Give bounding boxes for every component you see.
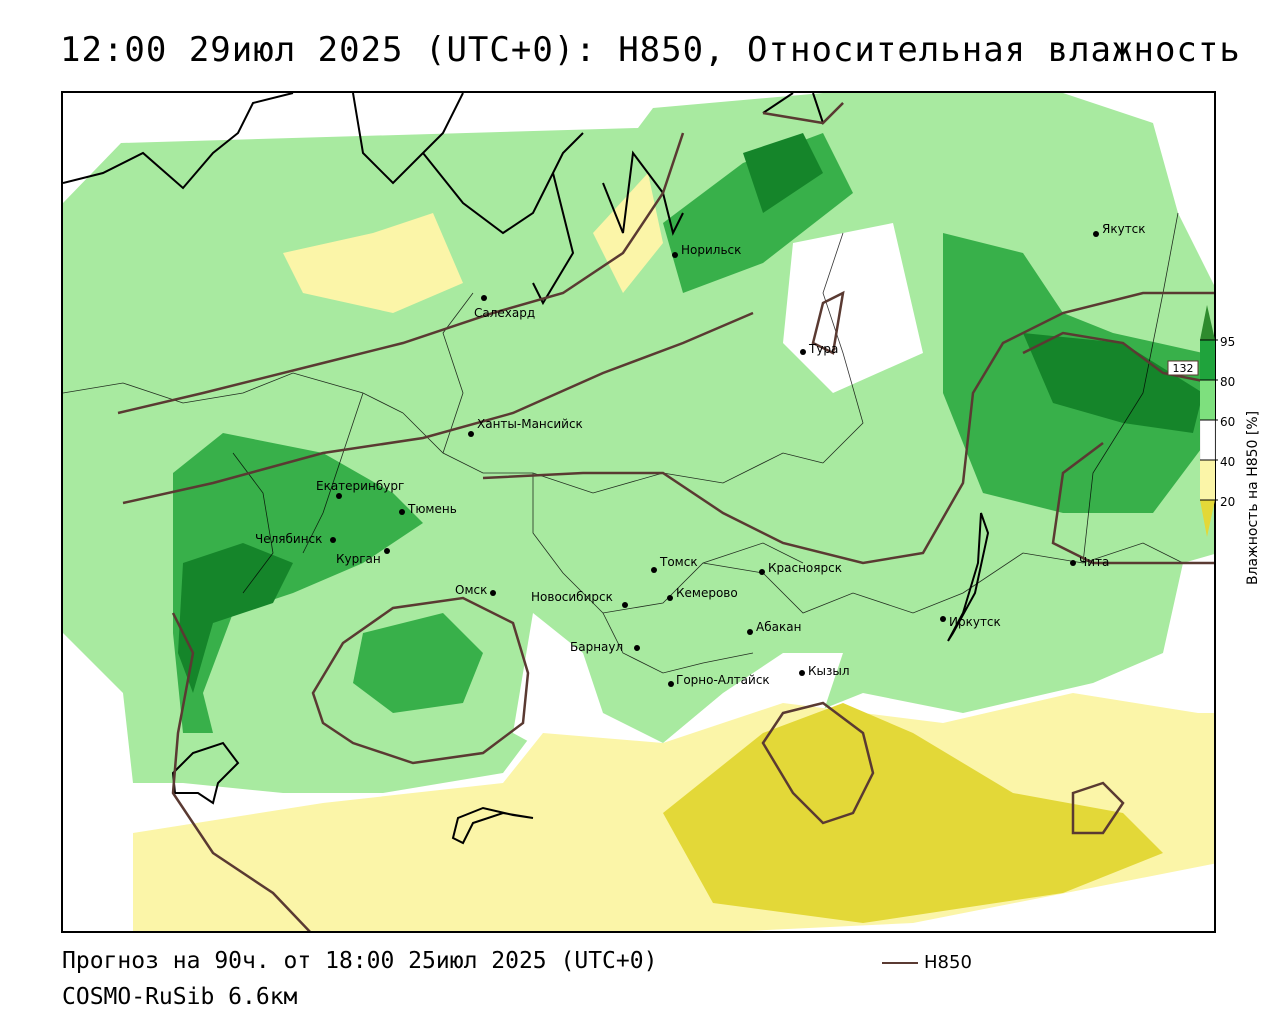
caspian-sea xyxy=(171,741,240,805)
h850-contours xyxy=(117,102,1214,931)
humidity-field-above-95-east xyxy=(1023,333,1203,433)
svg-text:Томск: Томск xyxy=(659,555,698,569)
legend-tick-20: 20 xyxy=(1220,495,1235,509)
legend-title: Влажность на H850 [%] xyxy=(1245,410,1261,585)
svg-text:Кызыл: Кызыл xyxy=(808,664,850,678)
city-barnaul: Барнаул xyxy=(570,640,640,654)
legend-swatch-20-40 xyxy=(1200,460,1215,500)
city-omsk: Омск xyxy=(455,583,496,597)
contour-label: 132 xyxy=(1173,362,1194,375)
city-novosibirsk: Новосибирск xyxy=(531,590,628,608)
svg-text:Чита: Чита xyxy=(1079,555,1109,569)
svg-text:Курган: Курган xyxy=(336,552,381,566)
contour-label-box xyxy=(1167,360,1199,376)
city-ekaterinburg: Екатеринбург xyxy=(316,479,404,499)
forecast-info: Прогноз на 90ч. от 18:00 25июл 2025 (UTC… xyxy=(62,948,658,974)
svg-text:Екатеринбург: Екатеринбург xyxy=(316,479,404,493)
svg-text:Горно-Алтайск: Горно-Алтайск xyxy=(676,673,770,687)
city-chita: Чита xyxy=(1070,555,1109,569)
city-chelyabinsk: Челябинск xyxy=(255,532,336,546)
city-krasnoyarsk: Красноярск xyxy=(759,561,842,575)
svg-text:Барнаул: Барнаул xyxy=(570,640,623,654)
svg-text:Ханты-Мансийск: Ханты-Мансийск xyxy=(477,417,583,431)
city-kemerovo: Кемерово xyxy=(667,586,738,601)
city-khanty-mansiysk: Ханты-Мансийск xyxy=(468,417,583,437)
contour-legend: H850 xyxy=(882,952,972,973)
city-kyzyl: Кызыл xyxy=(799,664,850,678)
legend-swatch-60-80 xyxy=(1200,380,1215,420)
svg-text:Абакан: Абакан xyxy=(756,620,801,634)
humidity-field-80-95-center xyxy=(353,613,483,713)
legend-tick-95: 95 xyxy=(1220,335,1235,349)
model-info: COSMO-RuSib 6.6км xyxy=(62,984,298,1010)
legend-swatch-40-60 xyxy=(1200,419,1216,461)
humidity-field-80-95-west xyxy=(173,433,423,733)
legend-swatch-below-20 xyxy=(1200,500,1215,537)
svg-text:Норильск: Норильск xyxy=(681,243,741,257)
humidity-field-below-20 xyxy=(663,703,1163,923)
map-frame: 132 Якутск Норильск Салехард Тура Ханты-… xyxy=(61,91,1216,933)
svg-text:Якутск: Якутск xyxy=(1102,222,1146,236)
legend-swatch-above-95 xyxy=(1200,305,1215,340)
lake-balkhash xyxy=(451,806,534,845)
humidity-field-above-95-west xyxy=(178,543,293,693)
region-borders xyxy=(63,212,1184,674)
city-abakan: Абакан xyxy=(747,620,801,635)
city-tura: Тура xyxy=(800,342,838,356)
legend-tick-80: 80 xyxy=(1220,375,1235,389)
svg-text:Иркутск: Иркутск xyxy=(949,615,1001,629)
city-tyumen: Тюмень xyxy=(399,502,457,516)
humidity-field-above-95-north xyxy=(743,133,823,213)
svg-text:Красноярск: Красноярск xyxy=(768,561,842,575)
coastline xyxy=(63,93,844,306)
city-gorno-altaysk: Горно-Алтайск xyxy=(668,673,770,687)
city-kurgan: Курган xyxy=(336,548,390,566)
lake-baikal xyxy=(947,512,990,642)
legend-tick-40: 40 xyxy=(1220,455,1235,469)
svg-text:Омск: Омск xyxy=(455,583,487,597)
svg-text:Тура: Тура xyxy=(808,342,838,356)
contour-legend-line xyxy=(882,961,918,964)
city-tomsk: Томск xyxy=(651,555,698,573)
humidity-map: 132 Якутск Норильск Салехард Тура Ханты-… xyxy=(63,93,1214,931)
contour-legend-label: H850 xyxy=(924,952,972,973)
humidity-legend: 95 80 60 40 20 xyxy=(1200,305,1235,537)
legend-swatch-80-95 xyxy=(1200,340,1215,380)
legend-tick-60: 60 xyxy=(1220,415,1235,429)
svg-text:Новосибирск: Новосибирск xyxy=(531,590,613,604)
city-markers: Якутск Норильск Салехард Тура Ханты-Манс… xyxy=(255,222,1146,687)
humidity-field-20-40-north xyxy=(283,213,463,313)
svg-text:Челябинск: Челябинск xyxy=(255,532,322,546)
city-yakutsk: Якутск xyxy=(1093,222,1146,237)
svg-text:Тюмень: Тюмень xyxy=(407,502,457,516)
city-irkutsk: Иркутск xyxy=(940,615,1001,629)
city-salekhard: Салехард xyxy=(474,295,535,320)
chart-title: 12:00 29июл 2025 (UTC+0): H850, Относите… xyxy=(60,30,1241,70)
svg-text:Кемерово: Кемерово xyxy=(676,586,738,600)
svg-text:Салехард: Салехард xyxy=(474,306,535,320)
humidity-field-20-40-north2 xyxy=(593,173,663,293)
humidity-field-40-60-north xyxy=(783,223,923,393)
city-norilsk: Норильск xyxy=(672,243,741,258)
